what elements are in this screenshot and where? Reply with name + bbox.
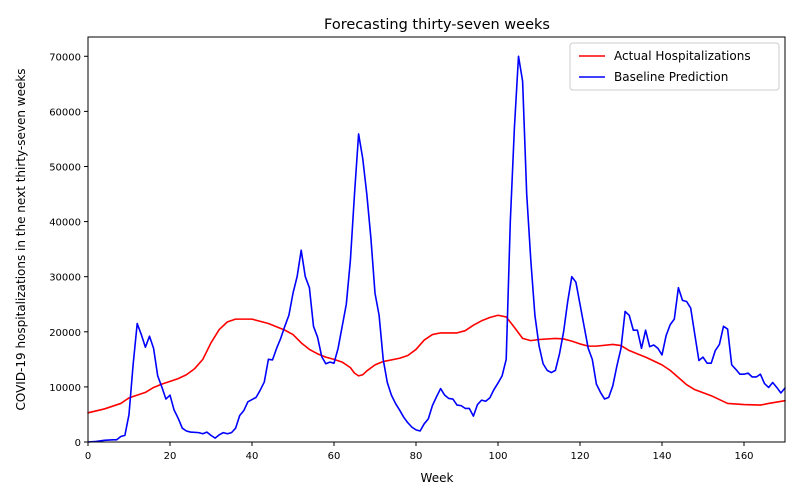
plot-area bbox=[87, 55, 786, 443]
x-axis: 0 20 40 60 80 100 120 140 160 bbox=[85, 442, 754, 462]
legend-box bbox=[569, 42, 780, 91]
y-tick-label: 30000 bbox=[49, 273, 81, 284]
x-tick-label: 100 bbox=[488, 451, 507, 462]
y-axis: 0 10000 20000 30000 40000 50000 60000 70000 bbox=[49, 52, 88, 449]
x-tick-label: 60 bbox=[328, 451, 341, 462]
y-axis-label: COVID-19 hospitalizations in the next th… bbox=[14, 68, 28, 410]
legend-label-2: Baseline Prediction bbox=[614, 70, 728, 84]
x-tick-label: 0 bbox=[85, 451, 91, 462]
legend: Actual Hospitalizations Baseline Predicti… bbox=[569, 42, 780, 91]
x-tick-label: 20 bbox=[164, 451, 177, 462]
x-tick-label: 120 bbox=[570, 451, 589, 462]
y-tick-label: 0 bbox=[75, 438, 81, 449]
x-tick-label: 40 bbox=[246, 451, 259, 462]
y-tick-label: 10000 bbox=[49, 383, 81, 394]
series-line-1 bbox=[87, 314, 786, 414]
x-tick-label: 160 bbox=[734, 451, 753, 462]
x-axis-label: Week bbox=[421, 471, 454, 485]
x-tick-label: 140 bbox=[652, 451, 671, 462]
plot-frame bbox=[87, 36, 786, 443]
series-line-2 bbox=[87, 55, 786, 443]
chart-title: Forecasting thirty-seven weeks bbox=[324, 17, 550, 33]
y-tick-label: 20000 bbox=[49, 328, 81, 339]
y-tick-label: 60000 bbox=[49, 107, 81, 118]
y-tick-label: 50000 bbox=[49, 162, 81, 173]
x-tick-label: 80 bbox=[410, 451, 423, 462]
y-tick-label: 70000 bbox=[49, 52, 81, 63]
y-tick-label: 40000 bbox=[49, 218, 81, 229]
legend-label-1: Actual Hospitalizations bbox=[614, 49, 751, 63]
